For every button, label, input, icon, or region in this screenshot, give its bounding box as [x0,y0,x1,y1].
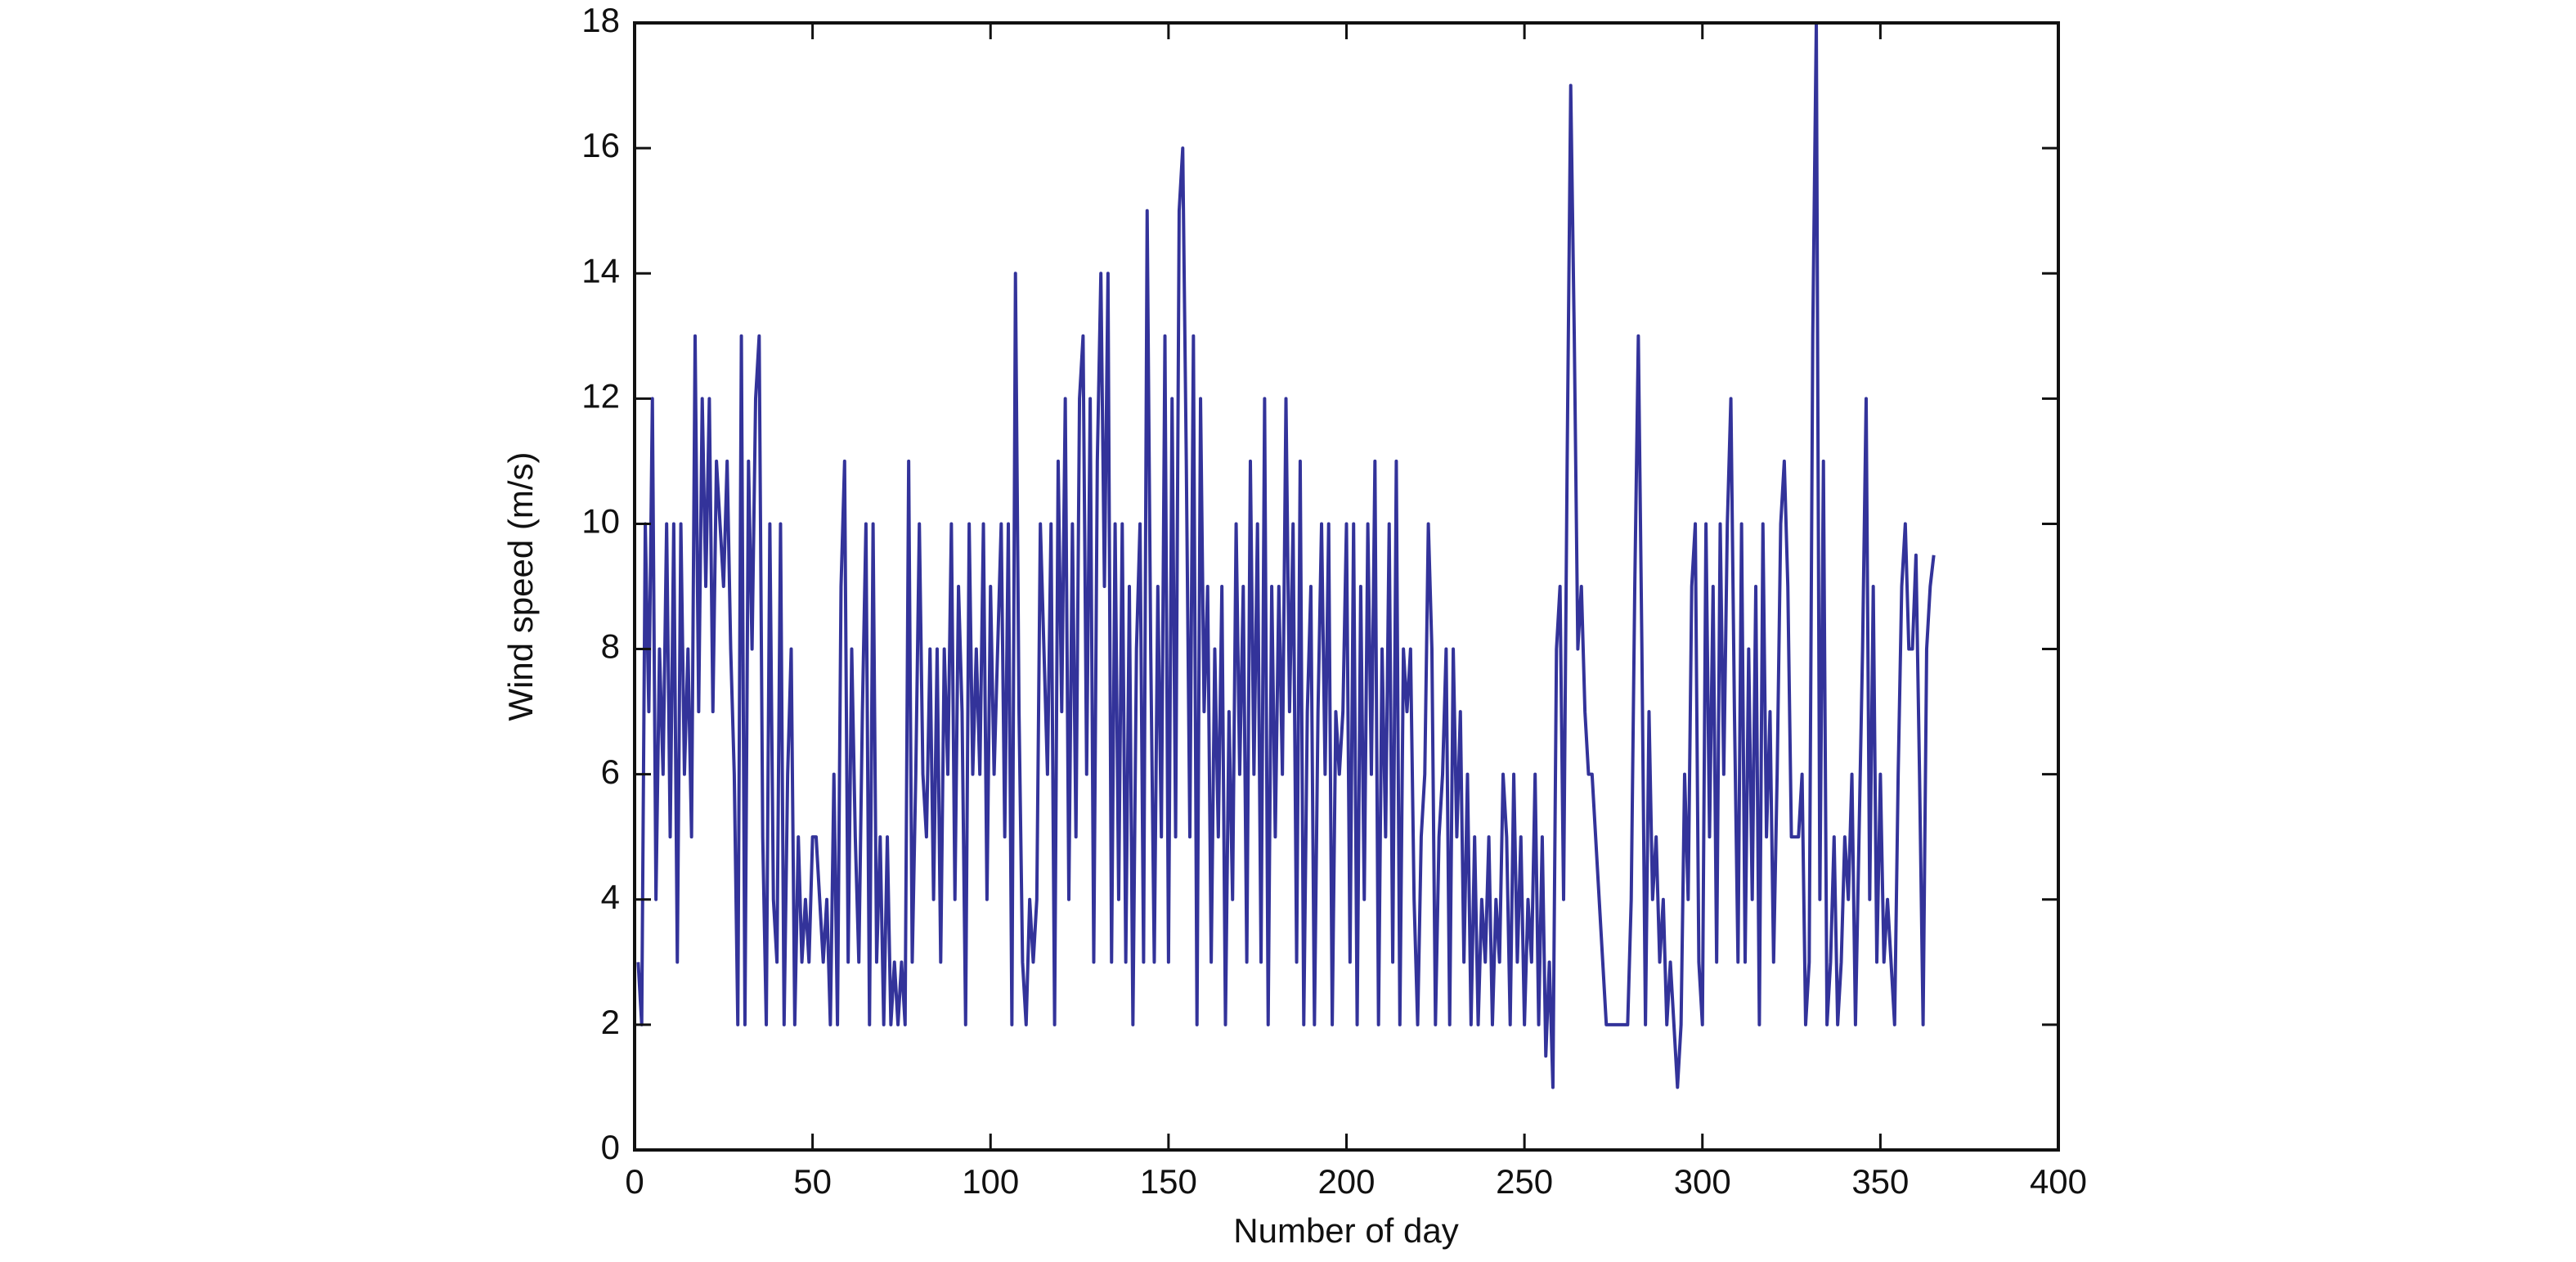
y-tick-label: 10 [581,502,620,541]
x-tick-label: 350 [1851,1162,1909,1201]
y-tick-label: 12 [581,376,620,415]
y-axis-label: Wind speed (m/s) [501,451,540,721]
x-tick-label: 100 [962,1162,1019,1201]
x-tick-label: 250 [1496,1162,1553,1201]
y-tick-label: 18 [581,1,620,39]
data-line [636,21,1936,1089]
x-axis-label: Number of day [1233,1211,1458,1250]
x-tick-label: 200 [1317,1162,1375,1201]
y-tick-label: 4 [601,878,620,916]
x-tick-label: 0 [625,1162,644,1201]
x-tick-label: 150 [1140,1162,1197,1201]
y-tick-label: 16 [581,126,620,164]
x-tick-label: 400 [2030,1162,2087,1201]
x-tick-label: 50 [793,1162,832,1201]
x-tick-label: 300 [1674,1162,1731,1201]
y-tick-label: 8 [601,627,620,666]
y-tick-label: 2 [601,1003,620,1041]
y-tick-label: 0 [601,1128,620,1166]
y-tick-label: 6 [601,752,620,791]
y-tick-label: 14 [581,251,620,290]
